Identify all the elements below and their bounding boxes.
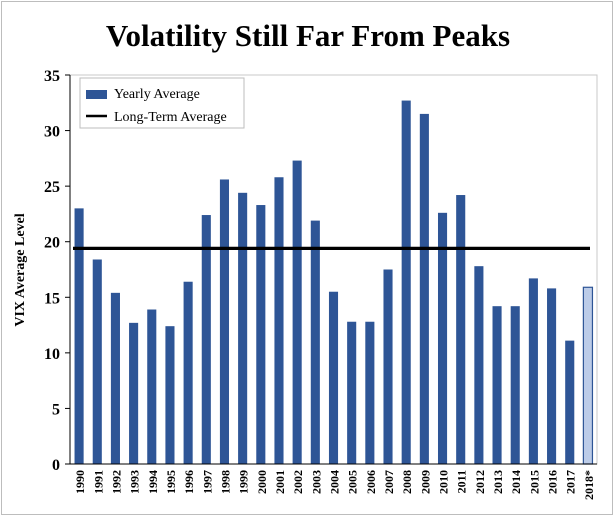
bar-2008 xyxy=(401,100,411,464)
x-tick-label: 2008 xyxy=(400,470,414,494)
y-tick-label: 25 xyxy=(44,179,60,196)
y-axis-title: VIX Average Level xyxy=(13,213,28,326)
bar-2007 xyxy=(383,269,393,464)
x-tick-label: 2010 xyxy=(437,470,451,494)
y-tick-label: 5 xyxy=(52,401,60,418)
x-tick-label: 1994 xyxy=(146,470,160,494)
bar-2002 xyxy=(292,160,302,464)
x-tick-label: 1997 xyxy=(200,470,214,494)
bar-2013 xyxy=(492,306,502,464)
x-tick-label: 2002 xyxy=(291,470,305,494)
bar-2001 xyxy=(274,177,284,464)
bar-1990 xyxy=(74,208,84,464)
x-tick-labels: 1990 1991 1992 1993 1994 1995 1996 1997 1998 1999… xyxy=(73,470,596,500)
x-tick-label: 1996 xyxy=(182,470,196,494)
x-tick-label: 1995 xyxy=(164,470,178,494)
y-tick-label: 0 xyxy=(52,457,60,474)
legend-label-yearly-average: Yearly Average xyxy=(114,87,200,102)
x-tick-label: 2016 xyxy=(546,470,560,494)
bar-1993 xyxy=(129,322,139,464)
y-tick-label: 10 xyxy=(44,346,60,363)
axes xyxy=(65,74,597,465)
bar-2009 xyxy=(419,113,429,465)
x-tick-label: 2009 xyxy=(418,470,432,494)
x-tick-label: 2011 xyxy=(455,470,469,493)
bar-1991 xyxy=(92,259,102,464)
legend-box xyxy=(79,77,245,129)
legend: Yearly Average Long-Term Average xyxy=(79,77,245,129)
x-tick-label: 2018* xyxy=(582,470,596,500)
bar-2015 xyxy=(528,278,538,464)
x-tick-label: 1998 xyxy=(218,470,232,494)
y-tick-label: 20 xyxy=(44,235,60,252)
bar-2017 xyxy=(565,340,575,464)
x-tick-label: 2003 xyxy=(309,470,323,494)
bar-2016 xyxy=(547,288,557,464)
x-tick-label: 2004 xyxy=(328,470,342,494)
bar-1998 xyxy=(219,179,230,464)
y-tick-label: 15 xyxy=(44,290,60,307)
bar-2003 xyxy=(310,220,320,464)
bar-2005 xyxy=(347,321,357,464)
bar-2014 xyxy=(510,306,520,464)
x-tick-label: 2007 xyxy=(382,470,396,494)
bar-2012 xyxy=(474,266,484,464)
bar-1992 xyxy=(110,292,120,464)
legend-label-long-term-average: Long-Term Average xyxy=(114,110,227,125)
bar-2010 xyxy=(437,212,448,464)
bar-1996 xyxy=(183,281,193,464)
bar-2006 xyxy=(365,321,375,464)
y-tick-label: 30 xyxy=(44,124,60,141)
x-tick-label: 2012 xyxy=(473,470,487,494)
bar-2011 xyxy=(456,195,466,464)
x-tick-label: 2014 xyxy=(509,470,523,494)
bars xyxy=(74,100,594,465)
y-tick-label: 35 xyxy=(44,68,60,85)
bar-2018-est xyxy=(582,286,594,465)
chart-title: Volatility Still Far From Peaks xyxy=(105,18,511,53)
legend-swatch-yearly-average xyxy=(86,90,107,99)
x-tick-label: 1991 xyxy=(91,470,105,494)
x-tick-label: 1999 xyxy=(237,470,251,494)
y-tick-labels: 0 5 10 15 20 25 30 35 xyxy=(44,68,60,474)
x-tick-label: 2006 xyxy=(364,470,378,494)
x-tick-label: 1993 xyxy=(128,470,142,494)
x-tick-label: 2013 xyxy=(491,470,505,494)
x-tick-label: 2000 xyxy=(255,470,269,494)
bar-1994 xyxy=(147,309,157,464)
x-tick-label: 2005 xyxy=(346,470,360,494)
bar-2004 xyxy=(328,291,339,464)
bar-1999 xyxy=(238,192,248,464)
x-tick-label: 1992 xyxy=(109,470,123,494)
x-tick-label: 2015 xyxy=(527,470,541,494)
bar-1997 xyxy=(201,215,211,464)
x-tick-label: 2001 xyxy=(273,470,287,494)
x-tick-label: 1990 xyxy=(73,470,87,494)
bar-1995 xyxy=(165,326,175,464)
x-tick-label: 2017 xyxy=(564,470,578,494)
bar-2000 xyxy=(256,205,266,465)
